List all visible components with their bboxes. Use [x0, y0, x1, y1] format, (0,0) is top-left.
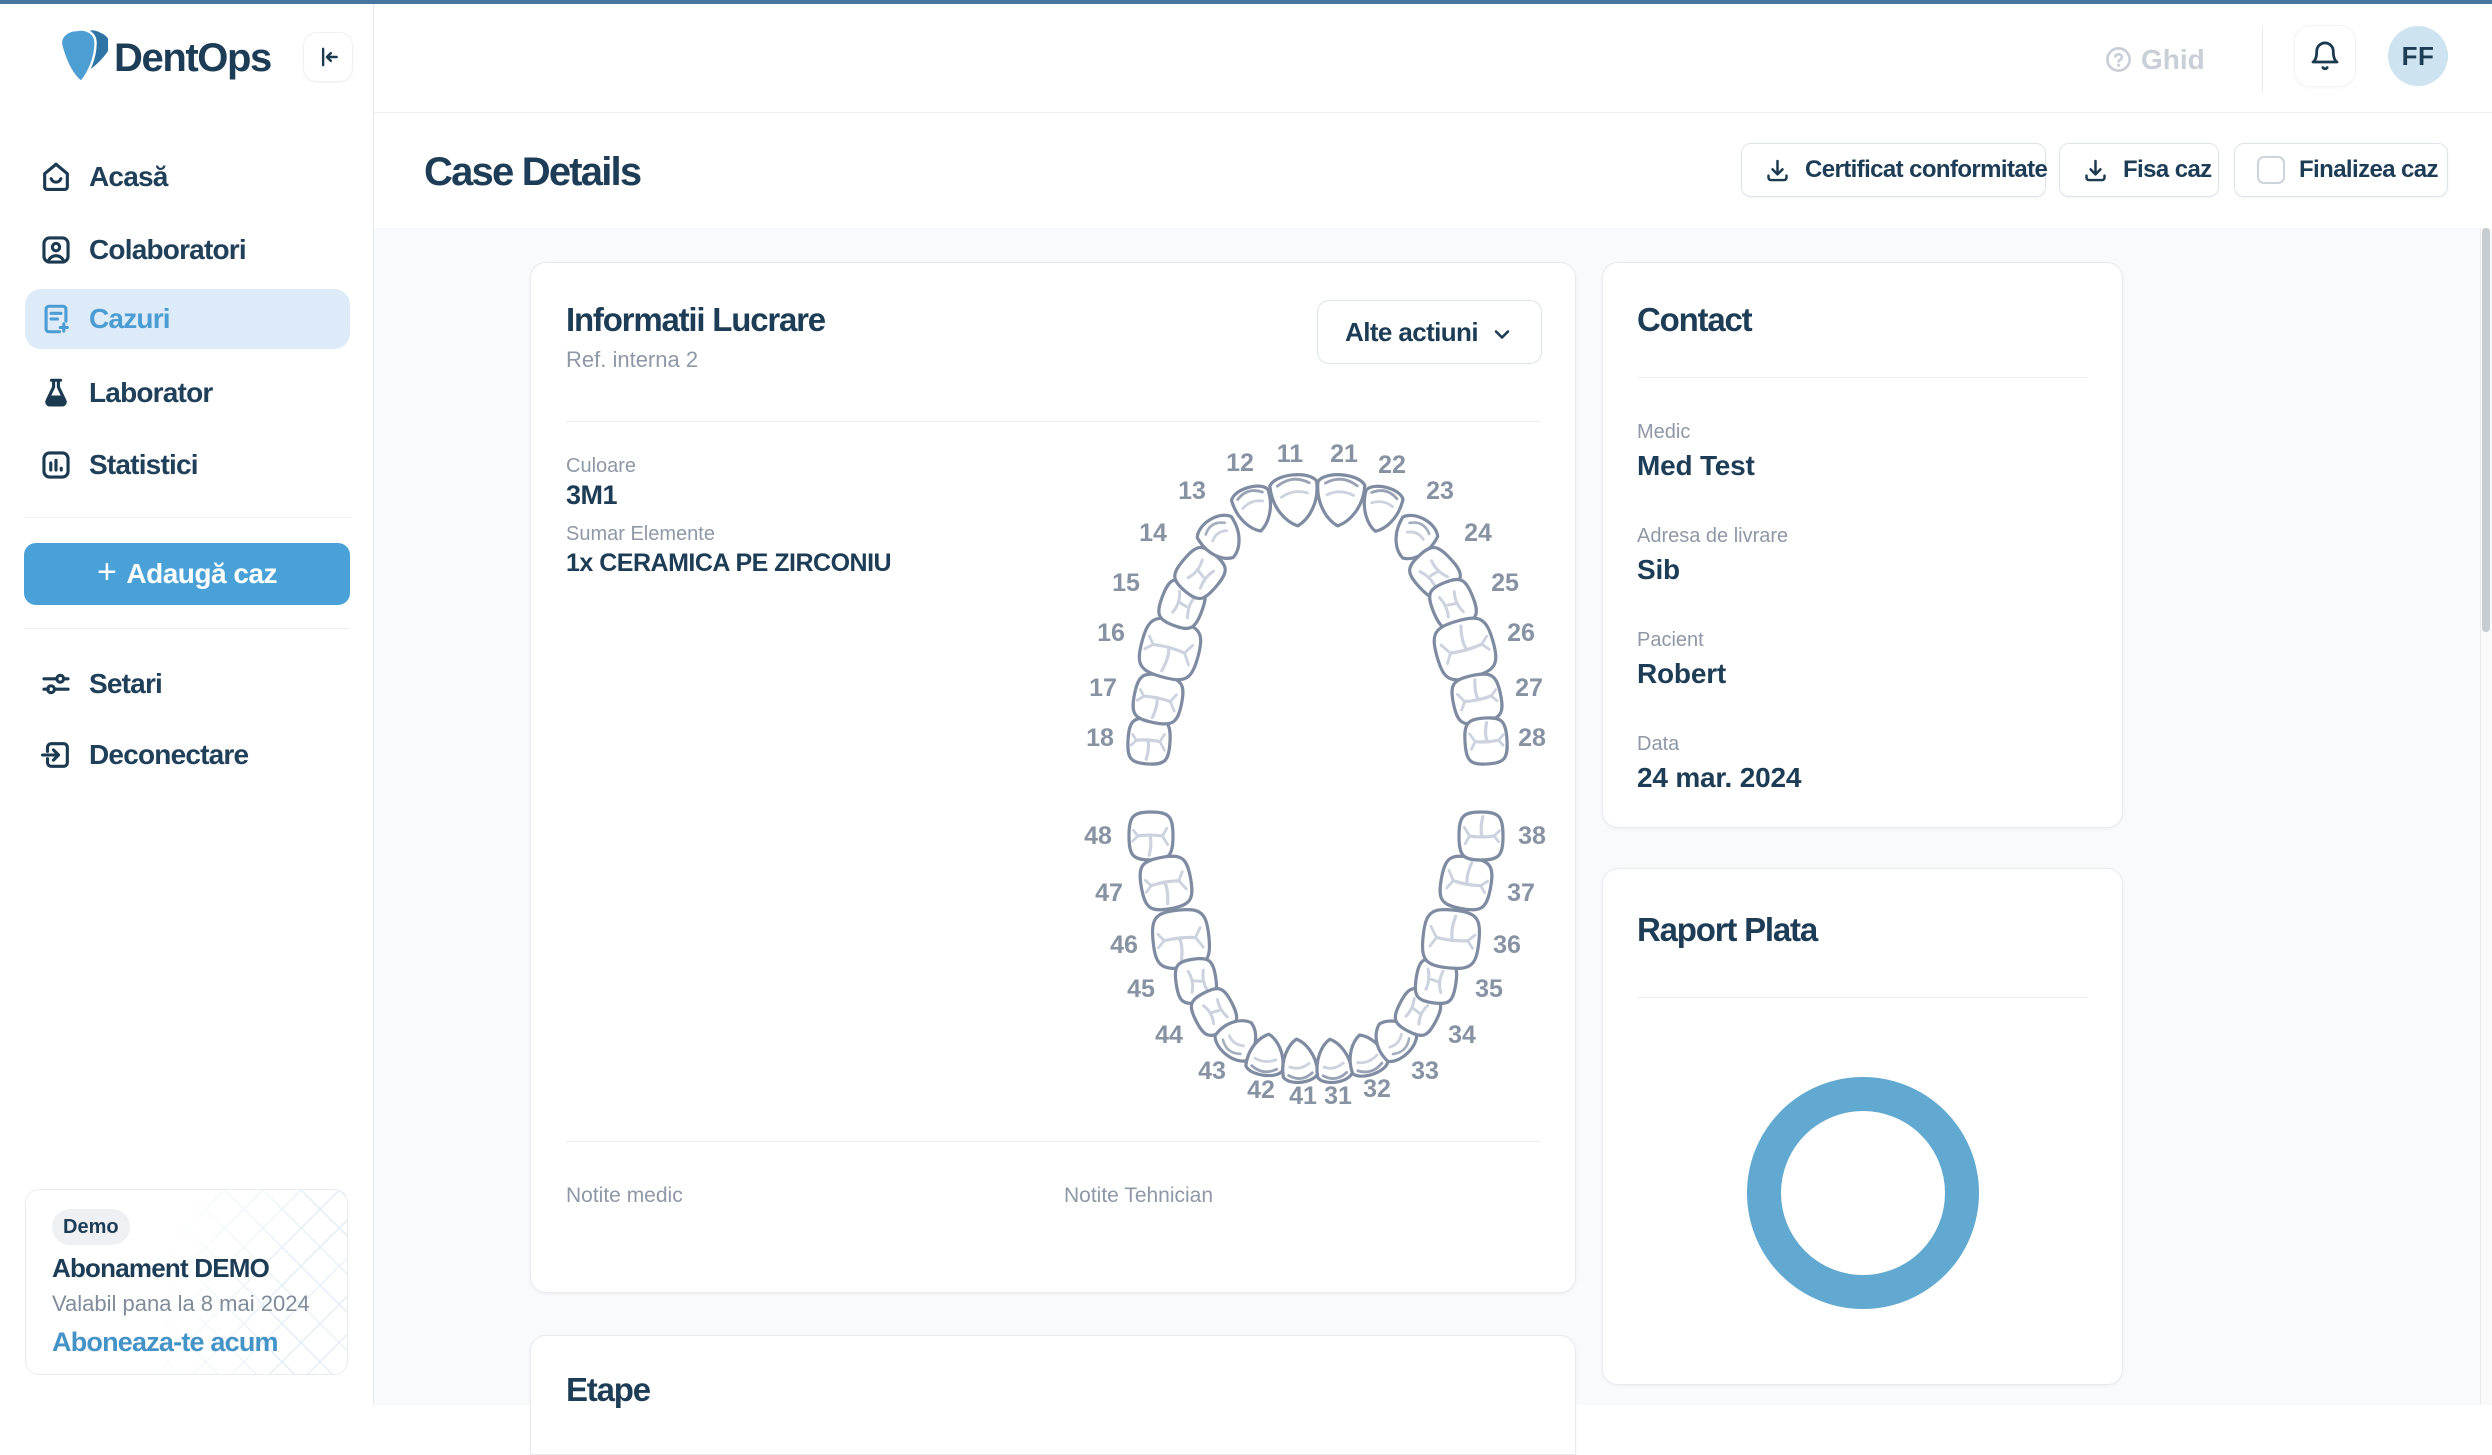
svg-text:18: 18 [1086, 724, 1114, 752]
svg-text:42: 42 [1247, 1076, 1275, 1104]
svg-text:17: 17 [1089, 674, 1117, 702]
svg-text:41: 41 [1289, 1082, 1317, 1110]
svg-text:36: 36 [1493, 931, 1521, 959]
svg-text:13: 13 [1178, 477, 1206, 505]
svg-text:35: 35 [1475, 975, 1503, 1003]
svg-text:28: 28 [1518, 724, 1546, 752]
svg-text:31: 31 [1324, 1082, 1352, 1110]
svg-text:16: 16 [1097, 619, 1125, 647]
svg-text:37: 37 [1507, 879, 1535, 907]
svg-text:22: 22 [1378, 451, 1406, 479]
svg-text:45: 45 [1127, 975, 1155, 1003]
svg-text:46: 46 [1110, 931, 1138, 959]
svg-text:11: 11 [1277, 440, 1304, 468]
svg-text:44: 44 [1155, 1021, 1183, 1049]
svg-text:24: 24 [1464, 519, 1492, 547]
svg-text:23: 23 [1426, 477, 1454, 505]
svg-text:38: 38 [1518, 822, 1546, 850]
svg-text:47: 47 [1095, 879, 1123, 907]
svg-text:33: 33 [1411, 1057, 1439, 1085]
svg-text:43: 43 [1198, 1057, 1226, 1085]
svg-text:48: 48 [1084, 822, 1112, 850]
svg-text:14: 14 [1139, 519, 1167, 547]
svg-text:26: 26 [1507, 619, 1535, 647]
svg-text:12: 12 [1226, 449, 1254, 477]
svg-text:15: 15 [1112, 569, 1140, 597]
svg-text:25: 25 [1491, 569, 1519, 597]
svg-text:34: 34 [1448, 1021, 1476, 1049]
svg-text:32: 32 [1363, 1075, 1391, 1103]
svg-text:21: 21 [1330, 440, 1358, 468]
svg-text:27: 27 [1515, 674, 1543, 702]
